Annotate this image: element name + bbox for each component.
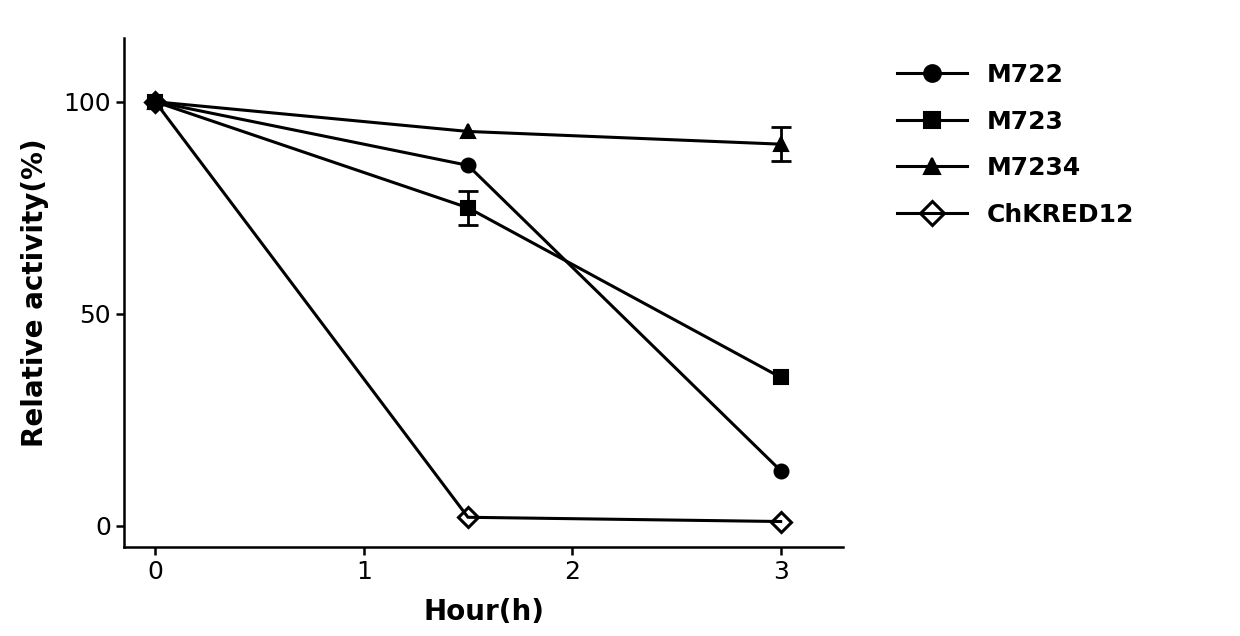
- M722: [460, 162, 475, 169]
- ChKRED12: [148, 98, 162, 106]
- M7234: [148, 98, 162, 106]
- Line: M723: M723: [149, 95, 787, 384]
- M723: [460, 204, 475, 212]
- ChKRED12: [774, 518, 789, 525]
- M7234: [774, 141, 789, 148]
- M723: [774, 373, 789, 381]
- M7234: [460, 128, 475, 135]
- M723: [148, 98, 162, 106]
- X-axis label: Hour(h): Hour(h): [423, 598, 544, 626]
- Line: M722: M722: [149, 95, 787, 478]
- M722: [148, 98, 162, 106]
- Y-axis label: Relative activity(%): Relative activity(%): [21, 138, 50, 447]
- ChKRED12: [460, 513, 475, 521]
- M722: [774, 467, 789, 474]
- Legend: M722, M723, M7234, ChKRED12: M722, M723, M7234, ChKRED12: [884, 51, 1147, 239]
- Line: ChKRED12: ChKRED12: [149, 95, 787, 529]
- Line: M7234: M7234: [149, 95, 787, 151]
